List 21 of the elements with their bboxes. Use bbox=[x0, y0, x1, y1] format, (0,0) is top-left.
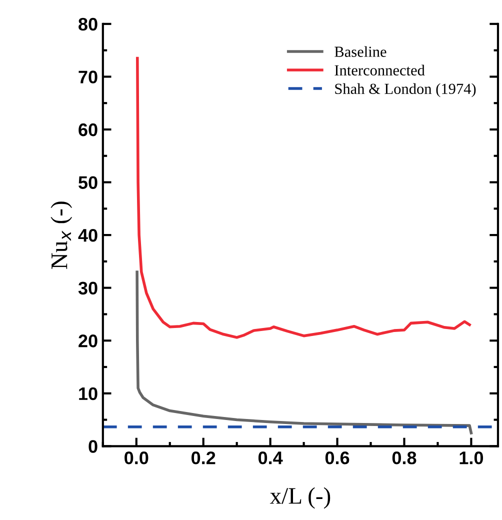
legend-label: Shah & London (1974) bbox=[335, 83, 476, 98]
y-tick-label: 60 bbox=[78, 123, 98, 136]
x-axis-title: x/L (-) bbox=[270, 487, 330, 509]
y-tick-label: 10 bbox=[79, 387, 98, 400]
x-tick-label: 0.6 bbox=[325, 452, 350, 464]
x-tick-label: 0.2 bbox=[192, 452, 216, 464]
x-tick-label: 0.4 bbox=[258, 452, 283, 464]
x-tick-label: 0.0 bbox=[124, 452, 148, 464]
y-tick-label: 30 bbox=[78, 282, 98, 295]
y-tick-label: 50 bbox=[78, 176, 98, 189]
x-tick-label: 0.8 bbox=[392, 452, 416, 464]
legend-label: Interconnected bbox=[334, 64, 425, 76]
legend-label: Baseline bbox=[334, 46, 386, 57]
y-tick-label: 70 bbox=[78, 70, 98, 84]
line-series bbox=[136, 270, 473, 434]
y-tick-label: 0 bbox=[88, 440, 98, 453]
y-tick-label: 40 bbox=[78, 228, 98, 242]
y-tick-label: 80 bbox=[78, 18, 98, 31]
y-axis-title: Nu$_{x}$ (-) bbox=[50, 202, 72, 269]
y-tick-label: 20 bbox=[78, 334, 98, 348]
x-tick-label: 1.0 bbox=[460, 452, 484, 464]
